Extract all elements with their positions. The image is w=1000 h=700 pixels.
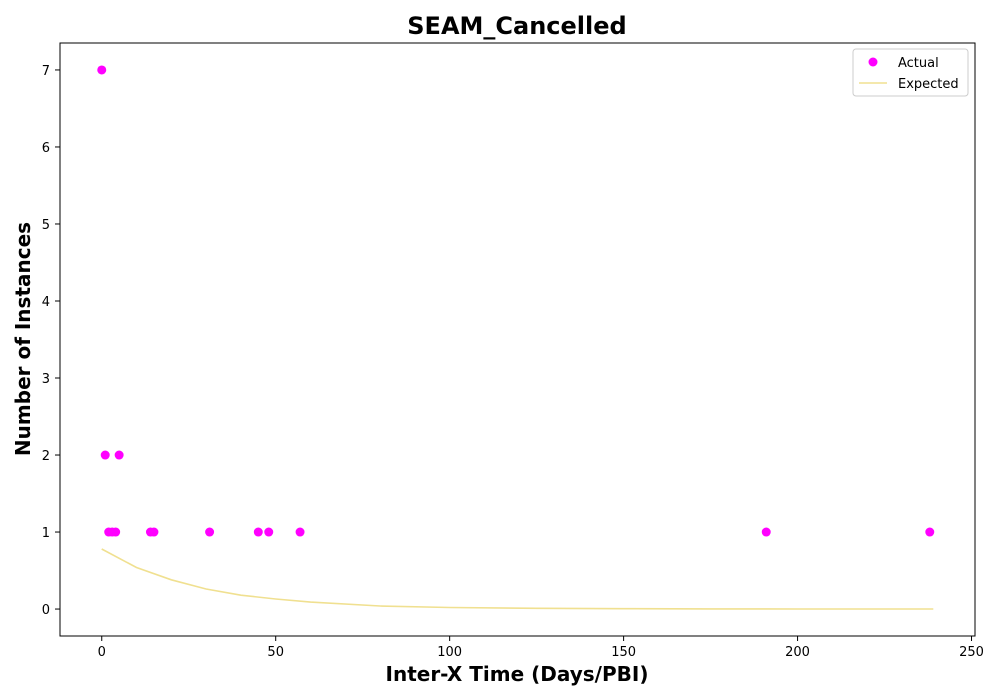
y-axis-title: Number of Instances <box>11 222 35 456</box>
legend-marker-actual <box>868 57 878 67</box>
x-axis-title: Inter-X Time (Days/PBI) <box>386 662 649 686</box>
x-tick-label: 0 <box>98 645 106 660</box>
x-tick-label: 150 <box>611 645 636 660</box>
x-tick-label: 200 <box>785 645 810 660</box>
expected-line <box>101 548 934 610</box>
legend-box <box>852 48 969 97</box>
chart-title: SEAM_Cancelled <box>407 12 626 40</box>
data-point <box>205 527 215 537</box>
y-tick-label: 4 <box>42 295 50 310</box>
data-point <box>264 527 274 537</box>
x-tick-label: 100 <box>437 645 462 660</box>
data-point <box>97 65 107 75</box>
data-point <box>149 527 159 537</box>
data-point <box>114 450 124 460</box>
y-tick-label: 2 <box>42 449 50 464</box>
y-tick-label: 3 <box>42 372 50 387</box>
axes-layer: 0 50 100 150 200 250 0 1 2 3 4 5 6 7 <box>42 42 984 660</box>
y-tick-label: 7 <box>42 64 50 79</box>
y-tick-label: 1 <box>42 526 50 541</box>
y-tick-label: 5 <box>42 218 50 233</box>
y-tick-label: 6 <box>42 141 50 156</box>
legend-label: Expected <box>898 77 959 92</box>
legend-label: Actual <box>898 56 939 71</box>
data-point <box>925 527 935 537</box>
data-point <box>253 527 263 537</box>
x-tick-label: 250 <box>959 645 984 660</box>
data-point <box>111 527 121 537</box>
y-tick-label: 0 <box>42 603 50 618</box>
x-tick-label: 50 <box>267 645 284 660</box>
plot-frame <box>59 42 976 637</box>
data-point <box>761 527 771 537</box>
data-point <box>100 450 110 460</box>
series-layer <box>97 65 935 610</box>
data-point <box>295 527 305 537</box>
legend: Actual Expected <box>852 48 969 97</box>
